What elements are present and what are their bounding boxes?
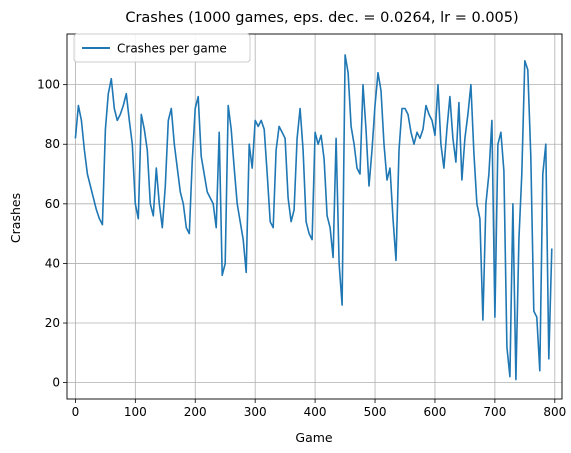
y-tick-label: 100 <box>37 78 60 92</box>
x-tick-label: 0 <box>72 405 80 419</box>
x-tick-label: 700 <box>483 405 506 419</box>
y-tick-label: 20 <box>45 316 60 330</box>
x-tick-label: 300 <box>244 405 267 419</box>
y-tick-label: 80 <box>45 137 60 151</box>
legend-label: Crashes per game <box>117 42 227 56</box>
x-tick-label: 600 <box>424 405 447 419</box>
x-tick-label: 400 <box>304 405 327 419</box>
x-tick-label: 800 <box>543 405 566 419</box>
x-tick-label: 500 <box>364 405 387 419</box>
y-tick-label: 0 <box>52 376 60 390</box>
legend: Crashes per game <box>74 34 250 62</box>
chart-title: Crashes (1000 games, eps. dec. = 0.0264,… <box>125 10 518 26</box>
y-axis-label: Crashes <box>8 193 23 243</box>
y-tick-label: 40 <box>45 256 60 270</box>
y-tick-label: 60 <box>45 197 60 211</box>
x-tick-label: 200 <box>184 405 207 419</box>
x-axis-label: Game <box>295 430 333 445</box>
x-tick-label: 100 <box>124 405 147 419</box>
